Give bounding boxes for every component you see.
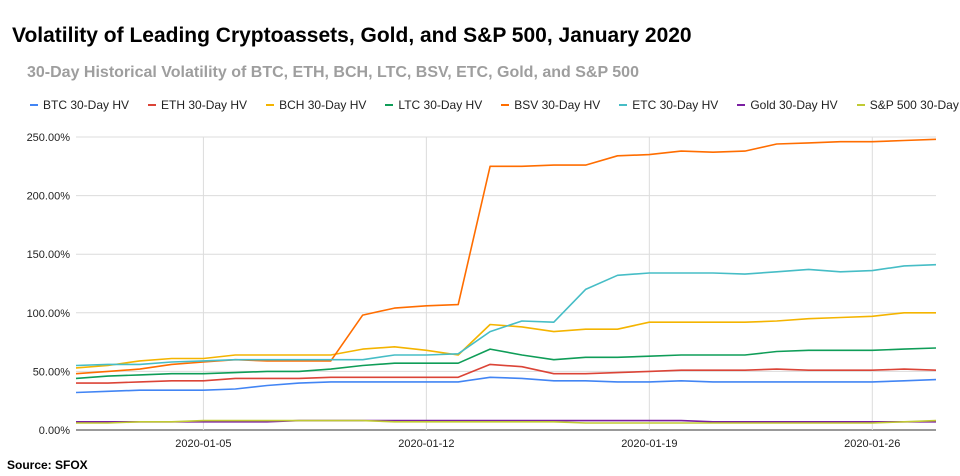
chart-legend: BTC 30-Day HV ETH 30-Day HV BCH 30-Day HV L…	[30, 98, 960, 112]
legend-label: BCH 30-Day HV	[279, 98, 367, 112]
series-line-ltc-30-day-hv	[75, 347, 937, 380]
y-tick-label: 100.00%	[27, 308, 71, 320]
series-line-bsv-30-day-hv	[75, 138, 937, 375]
legend-label: ETC 30-Day HV	[632, 98, 719, 112]
legend-swatch	[737, 104, 746, 106]
legend-swatch	[266, 104, 275, 106]
legend-label: BSV 30-Day HV	[514, 98, 601, 112]
y-tick-label: 150.00%	[27, 249, 71, 261]
x-tick-label: 2020-01-12	[398, 438, 454, 450]
x-tick-label: 2020-01-19	[621, 438, 677, 450]
series-line-eth-30-day-hv	[76, 363, 937, 384]
legend-item: BTC 30-Day HV	[30, 98, 129, 112]
legend-swatch	[856, 104, 865, 106]
y-tick-label: 50.00%	[33, 366, 71, 378]
legend-item: S&P 500 30-Day HV	[856, 98, 960, 112]
y-tick-label: 0.00%	[39, 425, 70, 437]
legend-swatch	[501, 104, 510, 106]
legend-item: BSV 30-Day HV	[501, 98, 600, 112]
series-line-s-p-500-30-day-hv	[76, 419, 937, 424]
series-line-btc-30-day-hv	[75, 376, 937, 394]
source-note: Source: SFOX	[7, 458, 88, 472]
legend-swatch	[30, 104, 38, 106]
legend-swatch	[385, 104, 394, 106]
legend-label: ETH 30-Day HV	[161, 98, 248, 112]
legend-item: Gold 30-Day HV	[737, 98, 838, 112]
legend-swatch	[148, 104, 157, 106]
x-tick-label: 2020-01-05	[175, 438, 231, 450]
series-line-gold-30-day-hv	[76, 419, 936, 423]
legend-item: ETC 30-Day HV	[619, 98, 718, 112]
legend-item: ETH 30-Day HV	[148, 98, 247, 112]
legend-label: BTC 30-Day HV	[43, 98, 130, 112]
legend-item: BCH 30-Day HV	[266, 98, 366, 112]
chart-subtitle: 30-Day Historical Volatility of BTC, ETH…	[27, 64, 639, 81]
legend-swatch	[619, 104, 628, 106]
legend-item: LTC 30-Day HV	[385, 98, 482, 112]
legend-label: LTC 30-Day HV	[398, 98, 483, 112]
x-tick-label: 2020-01-26	[844, 438, 900, 450]
y-tick-label: 200.00%	[27, 191, 71, 203]
legend-label: S&P 500 30-Day HV	[869, 98, 960, 112]
y-tick-label: 250.00%	[27, 132, 71, 144]
series-line-etc-30-day-hv	[75, 263, 937, 367]
series-line-bch-30-day-hv	[75, 311, 936, 369]
chart-title: Volatility of Leading Cryptoassets, Gold…	[12, 24, 692, 47]
legend-label: Gold 30-Day HV	[750, 98, 838, 112]
